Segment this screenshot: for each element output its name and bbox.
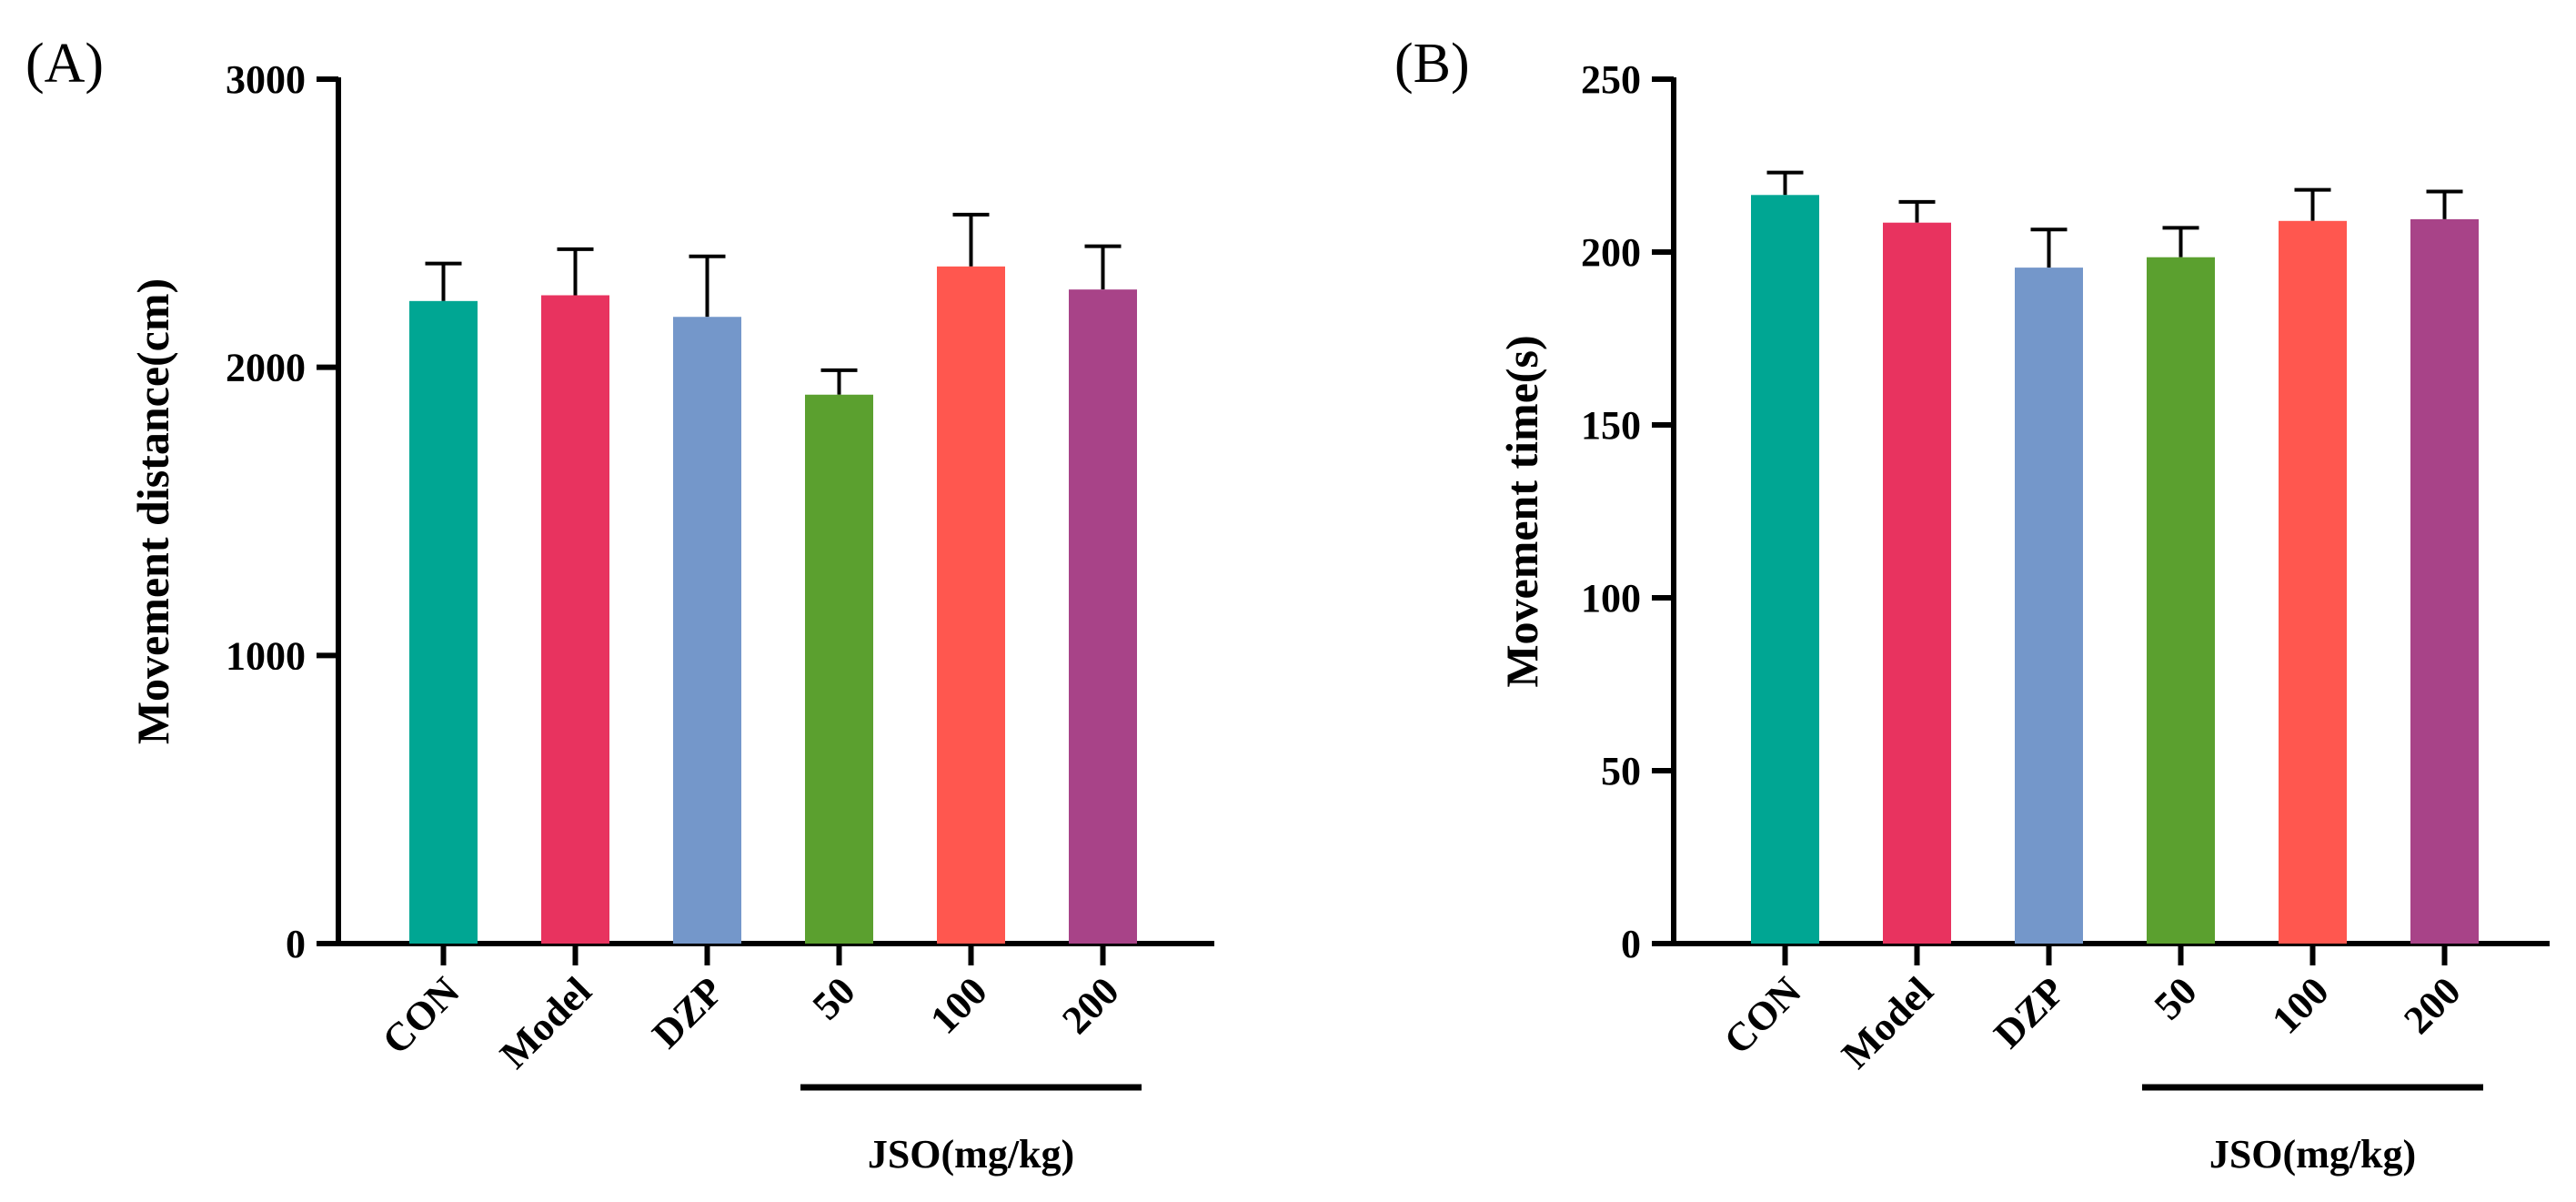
- x-tick-label: Model: [491, 968, 599, 1076]
- x-tick-label: 100: [2263, 968, 2337, 1042]
- bar-con: [409, 300, 478, 944]
- y-tick-label: 0: [1621, 922, 1641, 966]
- x-tick-label: 50: [2146, 968, 2206, 1028]
- bar-model: [1883, 222, 1951, 944]
- x-tick-label: CON: [1716, 968, 1810, 1063]
- x-tick-label: 200: [2395, 968, 2469, 1042]
- y-tick-label: 250: [1581, 57, 1641, 102]
- y-tick-label: 200: [1581, 230, 1641, 275]
- chart-panel-b: (B) Movement time(s) 0 50 100 150 200 250 CON Mod…: [1394, 33, 2550, 1177]
- bar-100: [2279, 220, 2347, 944]
- bar-dzp: [673, 317, 741, 944]
- y-tick-label: 3000: [226, 57, 306, 102]
- y-axis-title: Movement time(s): [1496, 335, 1547, 687]
- x-tick-label: 100: [921, 968, 995, 1042]
- bar-200: [1069, 289, 1137, 944]
- y-tick-label: 2000: [226, 346, 306, 390]
- y-axis-title: Movement distance(cm): [127, 278, 178, 744]
- bar-con: [1751, 195, 1819, 944]
- bar-50: [2147, 257, 2215, 944]
- x-tick-label: DZP: [1986, 968, 2074, 1056]
- bar-model: [541, 295, 609, 944]
- y-tick-label: 1000: [226, 633, 306, 678]
- x-tick-label: CON: [374, 968, 468, 1063]
- bar-200: [2410, 218, 2479, 944]
- y-tick-label: 150: [1581, 403, 1641, 448]
- bar-100: [937, 266, 1005, 944]
- y-tick-label: 0: [286, 922, 306, 966]
- x-tick-label: 50: [804, 968, 864, 1028]
- panel-label: (A): [25, 33, 104, 95]
- x-tick-label: DZP: [644, 968, 732, 1056]
- panel-label: (B): [1394, 33, 1470, 95]
- y-tick-label: 50: [1601, 749, 1641, 793]
- bar-dzp: [2015, 268, 2083, 944]
- group-label: JSO(mg/kg): [868, 1132, 1074, 1177]
- group-label: JSO(mg/kg): [2209, 1132, 2416, 1177]
- x-tick-label: 200: [1053, 968, 1127, 1042]
- x-tick-label: Model: [1833, 968, 1941, 1076]
- chart-panel-a: (A) Movement distance(cm) 0 1000 2000 3000 CON…: [25, 33, 1214, 1177]
- y-tick-label: 100: [1581, 576, 1641, 621]
- bar-50: [805, 394, 873, 944]
